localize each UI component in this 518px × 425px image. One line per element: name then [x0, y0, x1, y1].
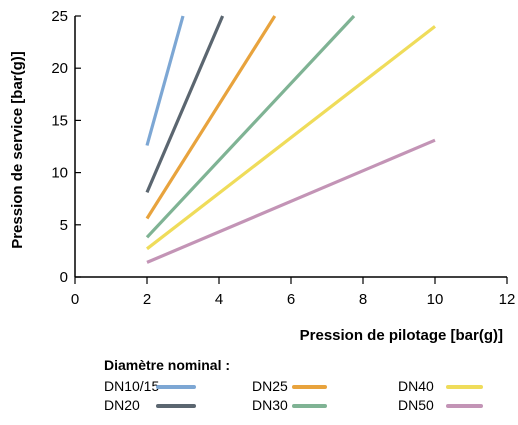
series-line-dn40	[146, 25, 436, 251]
legend-label-dn40: DN40	[398, 378, 434, 394]
y-axis-title: Pression de service [bar(g)]	[9, 51, 26, 249]
legend-title: Diamètre nominal :	[104, 357, 231, 373]
legend-label-dn30: DN30	[252, 397, 288, 413]
x-tick-label: 2	[143, 291, 151, 308]
series-line-dn30	[145, 14, 356, 239]
x-tick-label: 0	[71, 291, 79, 308]
legend-swatch	[446, 385, 483, 389]
x-tick-label: 6	[287, 291, 295, 308]
series-line-dn10-15	[145, 15, 185, 146]
y-tick-label: 10	[51, 165, 68, 182]
x-tick-label: 4	[215, 291, 223, 308]
legend-label-dn10-15: DN10/15	[104, 378, 160, 394]
legend-swatch	[156, 385, 196, 389]
y-tick-label: 20	[51, 60, 68, 77]
y-tick-label: 25	[51, 8, 68, 25]
y-tick-label: 5	[60, 217, 68, 234]
legend-label-dn20: DN20	[104, 397, 140, 413]
series-line-dn20	[145, 15, 225, 194]
plot-lines	[145, 14, 436, 264]
legend-label-dn50: DN50	[398, 397, 434, 413]
series-line-dn25	[145, 15, 277, 220]
tick-marks	[74, 15, 508, 284]
x-tick-label: 8	[359, 291, 367, 308]
legend-swatch	[156, 404, 196, 408]
x-tick-label: 12	[499, 291, 516, 308]
legend-label-dn25: DN25	[252, 378, 288, 394]
legend-swatch	[292, 404, 327, 408]
series-line-dn50	[146, 138, 436, 264]
y-tick-label: 15	[51, 112, 68, 129]
legend-swatch	[292, 385, 327, 389]
legend: Diamètre nominal : DN10/15 DN20 DN25 DN30 DN…	[104, 355, 514, 413]
x-axis-title: Pression de pilotage [bar(g)]	[300, 327, 503, 344]
x-tick-label: 10	[427, 291, 444, 308]
legend-swatch	[446, 404, 483, 408]
y-tick-label: 0	[60, 269, 68, 286]
chart: Pression de service [bar(g)] Pression de…	[9, 8, 516, 344]
